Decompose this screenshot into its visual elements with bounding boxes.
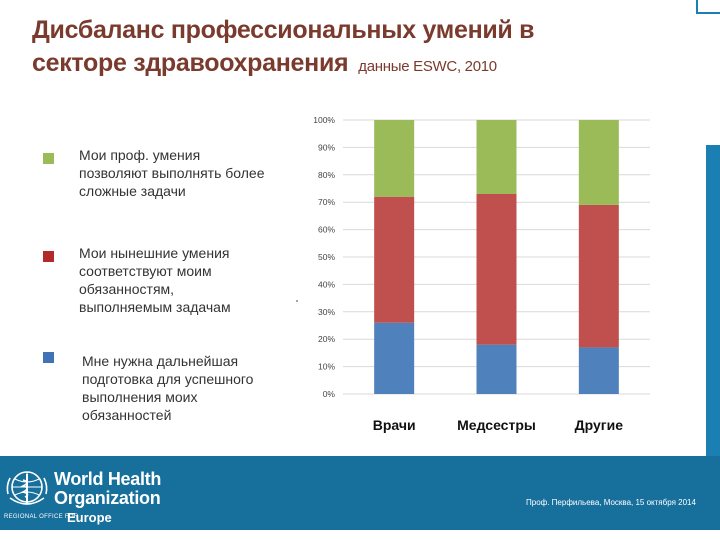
footer-note: Проф. Перфильева, Москва, 15 октября 201…: [526, 498, 696, 507]
y-tick-label: 80%: [318, 170, 335, 180]
legend-label-red: Мои нынешние умения соответствуют моим о…: [79, 245, 231, 315]
x-category-label: Другие: [575, 417, 624, 433]
stray-dot: [296, 300, 298, 302]
legend-swatch-blue: [43, 352, 54, 363]
x-category-label: Врачи: [373, 417, 416, 433]
y-tick-label: 0%: [323, 389, 336, 399]
stacked-bar-chart: 0% 10% 20% 30% 40% 50% 60% 70% 80% 90% 100% Врачи М…: [313, 115, 650, 433]
who-name: World Health Organization: [54, 470, 161, 508]
y-tick-label: 60%: [318, 225, 335, 235]
legend-label-green: Мои проф. умения позволяют выполнять бол…: [79, 147, 265, 199]
bar-segment: [476, 193, 517, 345]
title-line-1: Дисбаланс профессиональных умений в: [32, 16, 535, 44]
who-emblem-icon: [6, 471, 48, 505]
bar-segment: [476, 344, 517, 394]
bar-segment: [374, 196, 415, 323]
y-tick-label: 100%: [313, 115, 335, 125]
y-axis-ticks: 0% 10% 20% 30% 40% 50% 60% 70% 80% 90% 100%: [313, 115, 335, 399]
who-region-name: Europe: [67, 510, 112, 525]
chart-bars: [374, 120, 619, 394]
footer-bar: [0, 456, 720, 530]
x-category-label: Медсестры: [457, 417, 536, 433]
slide-title: Дисбаланс профессиональных умений в сект…: [32, 14, 632, 83]
side-accent-strip: [706, 145, 720, 530]
corner-decoration: [696, 0, 720, 14]
footer-bottom-margin: [0, 530, 720, 540]
bar-segment: [578, 204, 619, 348]
source-note: данные ESWC, 2010: [358, 58, 497, 75]
legend-label-blue: Мне нужна дальнейшая подготовка для успе…: [82, 353, 254, 423]
legend-swatch-green: [43, 153, 54, 164]
bar-segment: [476, 120, 517, 194]
y-tick-label: 30%: [318, 307, 335, 317]
y-tick-label: 50%: [318, 252, 335, 262]
bar-segment: [578, 347, 619, 394]
title-line-2: секторе здравоохранения данные ESWC, 2010: [32, 47, 632, 83]
bar-segment: [374, 120, 415, 197]
y-tick-label: 20%: [318, 334, 335, 344]
x-axis-labels: Врачи Медсестры Другие: [373, 417, 623, 433]
y-tick-label: 40%: [318, 279, 335, 289]
bar-segment: [578, 120, 619, 205]
who-region-label: REGIONAL OFFICE FOR: [4, 514, 79, 520]
bar-segment: [374, 322, 415, 394]
who-name-line-2: Organization: [54, 488, 161, 508]
y-tick-label: 90%: [318, 142, 335, 152]
who-name-line-1: World Health: [54, 469, 162, 489]
y-tick-label: 70%: [318, 197, 335, 207]
y-tick-label: 10%: [318, 362, 335, 372]
legend-swatch-red: [43, 251, 54, 262]
title-line-2-text: секторе здравоохранения: [32, 49, 349, 77]
